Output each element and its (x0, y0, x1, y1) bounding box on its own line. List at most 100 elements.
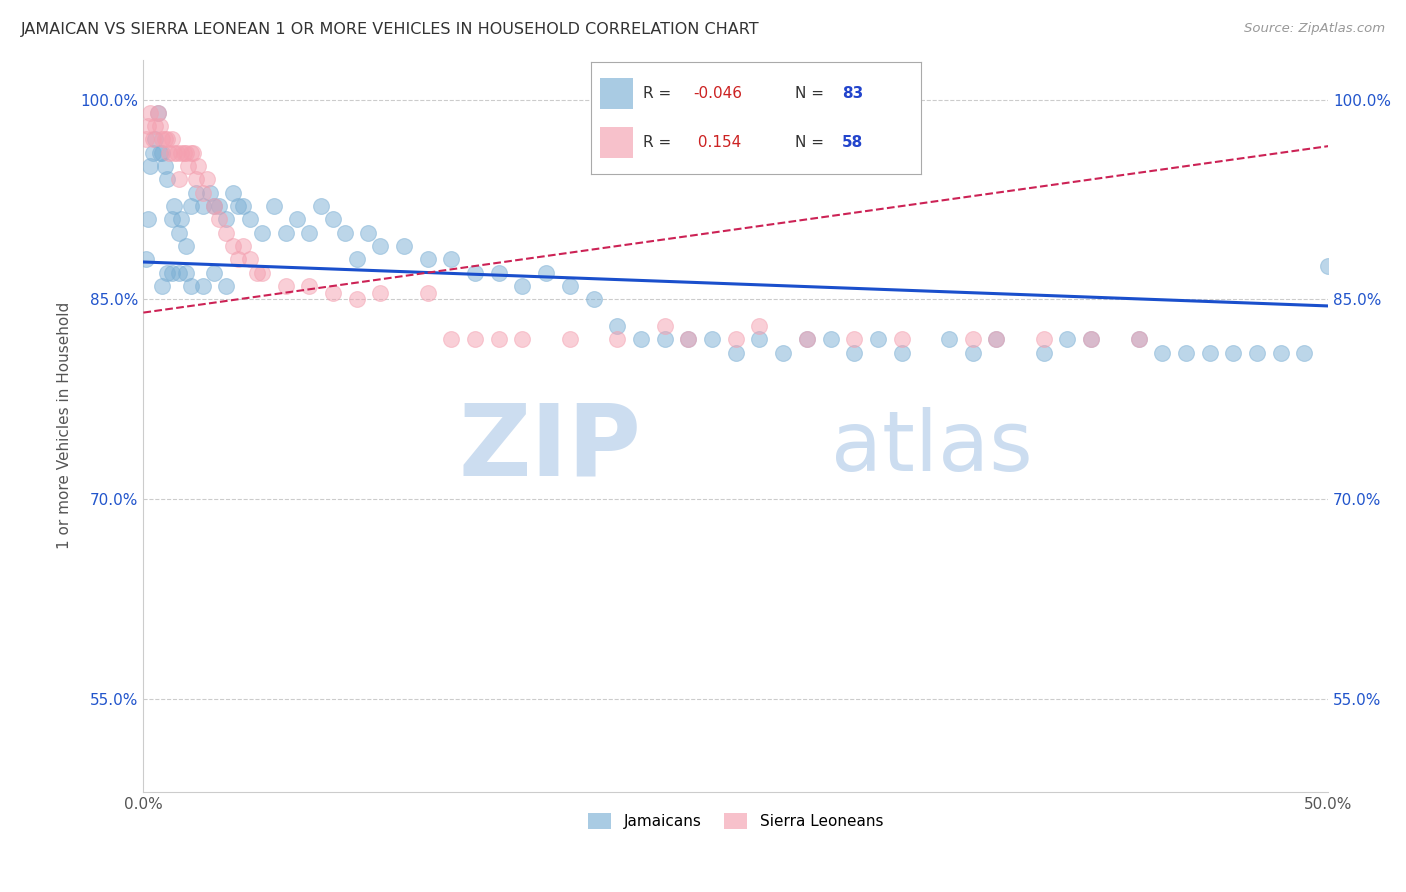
Point (370, 285, 392, 300)
Point (195, 172, 218, 186)
Point (274, 226, 297, 240)
Point (146, 106, 169, 120)
Point (250, 226, 273, 240)
Point (204, 199, 226, 213)
Point (346, 252, 368, 267)
Point (274, 279, 297, 293)
Point (488, 332, 510, 346)
Point (198, 186, 221, 200)
Point (232, 199, 254, 213)
Point (174, 145, 197, 160)
Point (263, 199, 285, 213)
Point (700, 332, 723, 346)
Point (346, 293, 368, 307)
Point (606, 318, 628, 333)
Point (558, 279, 581, 293)
Point (512, 279, 534, 293)
Point (143, 119, 166, 133)
Point (167, 266, 190, 280)
Point (143, 132, 166, 146)
Point (204, 266, 226, 280)
Point (986, 332, 1008, 346)
Point (184, 172, 207, 186)
Text: 58: 58 (842, 136, 863, 150)
Point (1032, 345, 1054, 359)
Point (159, 145, 181, 160)
Point (163, 145, 186, 160)
Point (724, 332, 747, 346)
Point (654, 332, 676, 346)
Point (208, 212, 231, 227)
Point (796, 332, 818, 346)
Point (1294, 345, 1316, 359)
Legend: Jamaicans, Sierra Leoneans: Jamaicans, Sierra Leoneans (582, 807, 889, 836)
Point (136, 119, 159, 133)
Text: atlas: atlas (831, 408, 1032, 488)
Text: ZIP: ZIP (458, 400, 641, 496)
Point (239, 212, 262, 227)
Point (160, 212, 183, 227)
Point (215, 279, 238, 293)
Point (215, 226, 238, 240)
Point (180, 145, 202, 160)
Text: R =: R = (644, 136, 676, 150)
Point (142, 145, 165, 160)
Point (180, 199, 202, 213)
Point (1056, 332, 1078, 346)
Point (1128, 332, 1150, 346)
Point (866, 332, 889, 346)
Point (606, 332, 628, 346)
Point (174, 239, 197, 253)
Point (170, 212, 193, 227)
Point (222, 186, 245, 200)
Point (1270, 345, 1292, 359)
Point (149, 145, 172, 160)
Point (215, 212, 238, 227)
Point (890, 332, 912, 346)
Text: R =: R = (644, 87, 676, 101)
Point (149, 119, 172, 133)
Point (232, 239, 254, 253)
Point (1080, 332, 1102, 346)
Point (139, 106, 162, 120)
Point (1152, 345, 1174, 359)
Point (488, 266, 510, 280)
Point (250, 266, 273, 280)
Point (440, 332, 463, 346)
Point (146, 106, 169, 120)
Point (333, 226, 356, 240)
Point (534, 266, 557, 280)
Point (160, 132, 183, 146)
Text: N =: N = (796, 136, 830, 150)
Point (191, 199, 214, 213)
Point (464, 266, 486, 280)
Point (820, 332, 842, 346)
Point (150, 279, 173, 293)
Point (298, 279, 321, 293)
Point (844, 332, 866, 346)
Point (748, 332, 770, 346)
Point (180, 279, 202, 293)
Point (1175, 345, 1198, 359)
Point (156, 132, 179, 146)
Point (226, 252, 249, 267)
Point (153, 132, 176, 146)
Point (796, 332, 818, 346)
Point (298, 226, 321, 240)
Point (1198, 345, 1220, 359)
Point (163, 199, 186, 213)
Point (166, 145, 188, 160)
Point (512, 332, 534, 346)
Point (191, 279, 214, 293)
Point (184, 186, 207, 200)
Point (416, 285, 439, 300)
Point (1080, 332, 1102, 346)
Point (630, 332, 652, 346)
Point (226, 199, 249, 213)
Point (772, 345, 794, 359)
Point (150, 145, 173, 160)
Point (654, 318, 676, 333)
Point (177, 159, 200, 173)
Text: 83: 83 (842, 87, 863, 101)
Point (170, 145, 193, 160)
